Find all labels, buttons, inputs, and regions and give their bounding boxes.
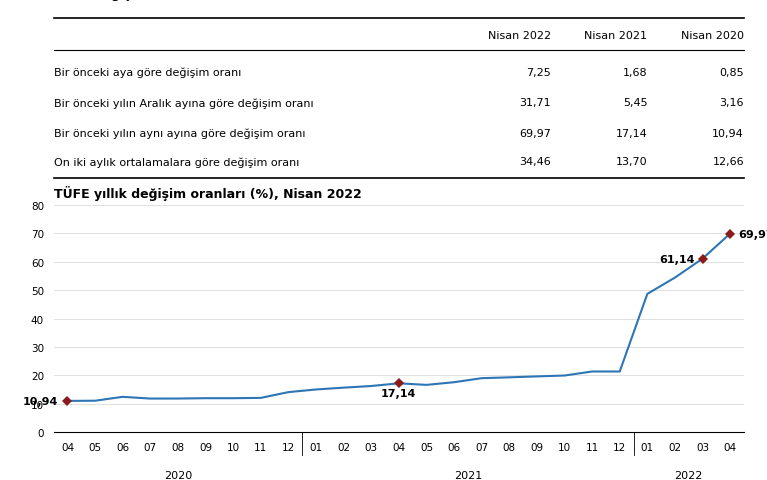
- Text: 5,45: 5,45: [623, 98, 647, 108]
- Text: Bir önceki aya göre değişim oranı: Bir önceki aya göre değişim oranı: [54, 68, 241, 78]
- Text: Bir önceki yılın Aralık ayına göre değişim oranı: Bir önceki yılın Aralık ayına göre değiş…: [54, 98, 313, 108]
- Text: 31,71: 31,71: [519, 98, 551, 108]
- Text: 17,14: 17,14: [381, 388, 416, 398]
- Text: 2021: 2021: [454, 470, 482, 480]
- Text: 69,97: 69,97: [739, 229, 767, 239]
- Text: On iki aylık ortalamalara göre değişim oranı: On iki aylık ortalamalara göre değişim o…: [54, 156, 299, 167]
- Text: Bir önceki yılın aynı ayına göre değişim oranı: Bir önceki yılın aynı ayına göre değişim…: [54, 128, 305, 139]
- Text: 3,16: 3,16: [719, 98, 744, 108]
- Text: 10,94: 10,94: [713, 129, 744, 138]
- Text: 12,66: 12,66: [713, 157, 744, 167]
- Text: Nisan 2020: Nisan 2020: [681, 31, 744, 41]
- Text: 17,14: 17,14: [616, 129, 647, 138]
- Text: 61,14: 61,14: [659, 254, 694, 264]
- Text: 2022: 2022: [675, 470, 703, 480]
- Text: 13,70: 13,70: [616, 157, 647, 167]
- Text: TÜFE yıllık değişim oranları (%), Nisan 2022: TÜFE yıllık değişim oranları (%), Nisan …: [54, 185, 361, 200]
- Text: 1,68: 1,68: [623, 68, 647, 78]
- Text: 0,85: 0,85: [719, 68, 744, 78]
- Text: 69,97: 69,97: [518, 129, 551, 138]
- Text: Nisan 2022: Nisan 2022: [488, 31, 551, 41]
- Text: 10,94: 10,94: [22, 396, 58, 406]
- Text: TÜFE değişim oranları (%), Nisan 2022: TÜFE değişim oranları (%), Nisan 2022: [54, 0, 324, 1]
- Text: Nisan 2021: Nisan 2021: [584, 31, 647, 41]
- Text: 7,25: 7,25: [526, 68, 551, 78]
- Text: 2020: 2020: [164, 470, 192, 480]
- Text: 34,46: 34,46: [519, 157, 551, 167]
